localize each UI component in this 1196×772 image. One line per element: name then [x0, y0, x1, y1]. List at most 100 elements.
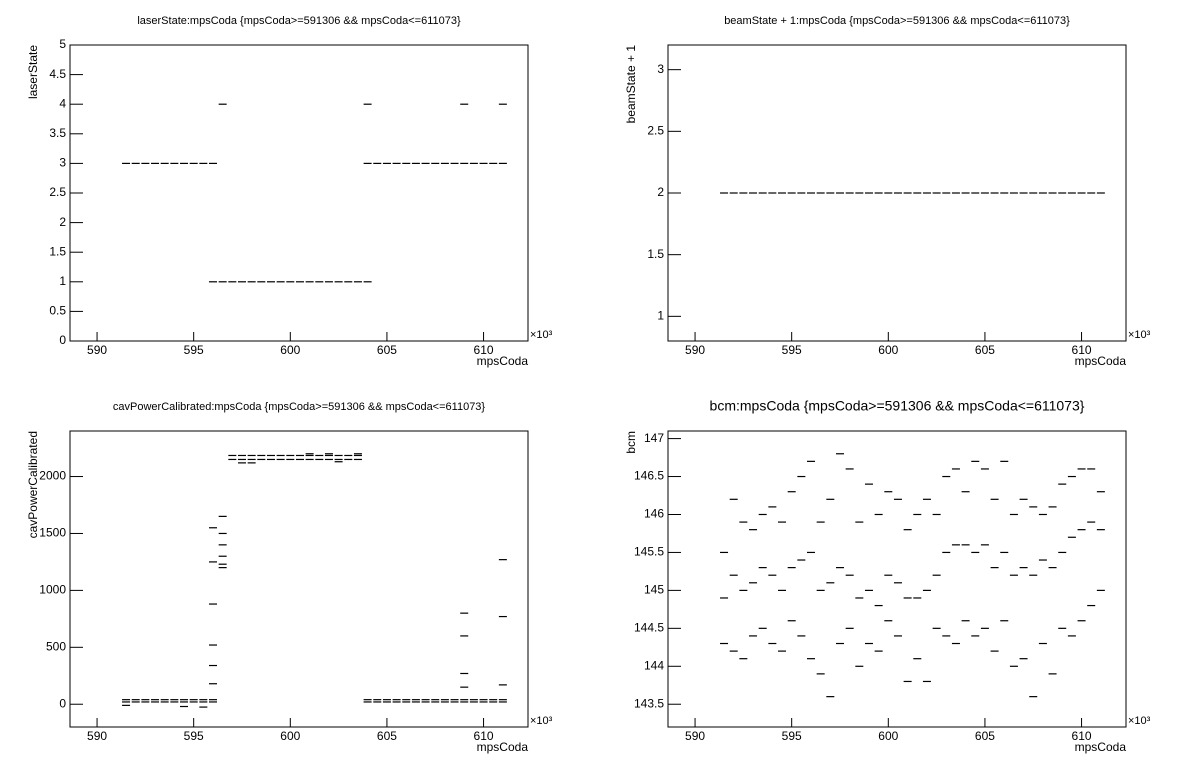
y-tick-label: 0	[59, 333, 66, 347]
point	[874, 513, 883, 516]
point	[382, 701, 391, 703]
point	[778, 589, 787, 591]
point	[151, 701, 160, 703]
x-tick-label: 605	[975, 729, 995, 743]
point	[276, 458, 285, 461]
point	[305, 453, 314, 455]
y-tick-label: 1	[657, 309, 664, 323]
point	[489, 701, 498, 703]
point	[1048, 506, 1057, 508]
y-tick-label: 2	[59, 215, 66, 229]
point	[1029, 506, 1038, 508]
point	[305, 281, 314, 283]
point	[932, 513, 941, 516]
point	[893, 192, 902, 194]
point	[122, 701, 131, 703]
point	[460, 686, 469, 688]
point	[864, 642, 873, 645]
point	[729, 192, 738, 194]
point	[324, 281, 333, 283]
x-tick-label: 610	[474, 729, 494, 743]
point	[893, 498, 902, 500]
point	[951, 544, 960, 546]
point	[893, 635, 902, 637]
y-tick-label: 3	[59, 156, 66, 170]
point	[768, 574, 777, 576]
point	[874, 650, 883, 652]
x-tick-label: 605	[377, 343, 397, 357]
point	[1087, 192, 1096, 194]
point	[402, 699, 411, 701]
y-tick-label: 0	[59, 696, 66, 710]
point	[469, 699, 478, 701]
point	[932, 192, 941, 194]
point	[460, 162, 469, 164]
point	[218, 103, 227, 105]
point	[151, 162, 160, 164]
x-tick-label: 595	[184, 729, 204, 743]
point	[1058, 627, 1067, 629]
point	[237, 458, 246, 461]
point	[180, 701, 189, 703]
point	[131, 701, 140, 703]
point	[845, 192, 854, 194]
point	[160, 162, 169, 164]
point	[903, 597, 912, 599]
point	[209, 527, 218, 529]
x-tick-label: 595	[184, 343, 204, 357]
point	[411, 701, 420, 703]
x-axis-label: mpsCoda	[477, 354, 529, 368]
x-tick-label: 600	[878, 729, 898, 743]
point	[286, 281, 295, 283]
x-multiplier: ×10³	[530, 329, 553, 341]
point	[131, 699, 140, 701]
point	[807, 551, 816, 554]
y-tick-label: 2.5	[49, 185, 66, 199]
point	[295, 454, 304, 457]
point	[758, 513, 767, 516]
point	[922, 680, 931, 683]
point	[266, 281, 275, 283]
point	[315, 458, 324, 461]
point	[807, 658, 816, 660]
point	[1096, 491, 1105, 493]
x-tick-label: 595	[782, 343, 802, 357]
point	[353, 281, 362, 283]
point	[1000, 620, 1009, 622]
point	[392, 699, 401, 701]
point	[816, 521, 825, 523]
point	[971, 635, 980, 637]
point	[942, 475, 951, 478]
point	[971, 551, 980, 554]
point	[392, 162, 401, 164]
y-axis-label: bcm	[624, 431, 638, 454]
point	[160, 699, 169, 701]
x-tick-label: 590	[87, 343, 107, 357]
point	[324, 454, 333, 457]
y-tick-label: 146.5	[634, 469, 664, 483]
point	[122, 699, 131, 701]
chart-title: laserState:mpsCoda {mpsCoda>=591306 && m…	[137, 15, 461, 27]
plot-frame	[69, 44, 529, 342]
point	[469, 162, 478, 164]
point	[440, 701, 449, 703]
point	[209, 699, 218, 701]
point	[295, 458, 304, 461]
chart-pad: beamState + 1:mpsCoda {mpsCoda>=591306 &…	[624, 15, 1150, 368]
point	[826, 696, 835, 698]
point	[440, 699, 449, 701]
point	[797, 192, 806, 194]
point	[922, 589, 931, 591]
point	[257, 281, 266, 283]
point	[180, 162, 189, 164]
x-axis-label: mpsCoda	[1075, 740, 1127, 754]
point	[334, 458, 343, 461]
point	[276, 281, 285, 283]
point	[247, 281, 256, 283]
point	[1009, 665, 1018, 667]
x-tick-label: 610	[474, 343, 494, 357]
point	[1000, 460, 1009, 462]
point	[874, 604, 883, 607]
y-axis-label: laserState	[26, 45, 40, 99]
point	[460, 103, 469, 105]
